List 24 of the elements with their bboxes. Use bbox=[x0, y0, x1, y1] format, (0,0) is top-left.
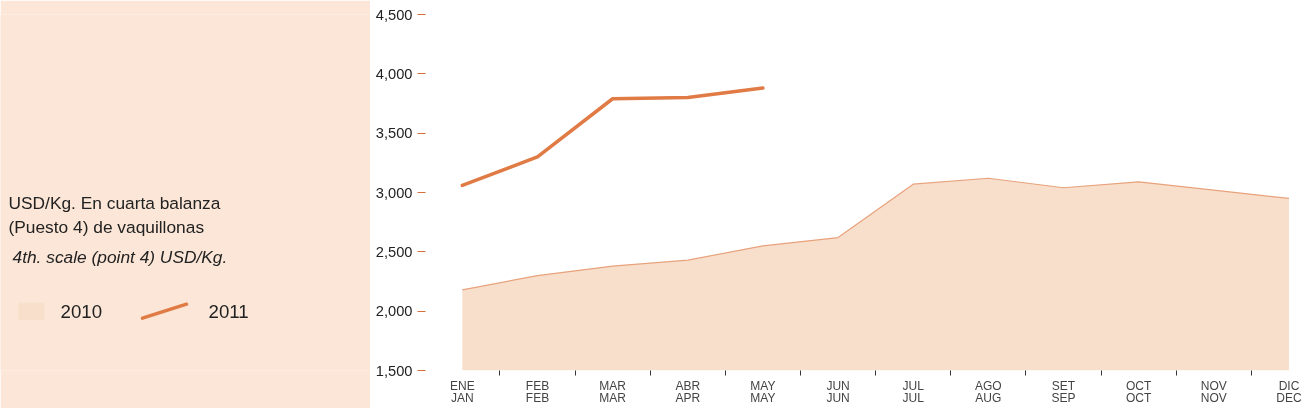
text: USD/Kg. En cuarta balanza (Puesto 4) de vaquillonas bbox=[8, 193, 221, 238]
x-tick-label: MAY MAY bbox=[750, 378, 776, 406]
y-tick-label: 4,500 bbox=[375, 6, 413, 23]
x-tick-label: ABR APR bbox=[675, 378, 701, 406]
legend-label: 2011 bbox=[208, 300, 249, 322]
y-tick-label: 2,000 bbox=[375, 303, 413, 320]
y-tick-label: 2,500 bbox=[375, 243, 413, 260]
line-series bbox=[460, 86, 765, 188]
legend-label: 2010 bbox=[60, 300, 103, 322]
x-tick-label: SET SEP bbox=[1051, 378, 1076, 406]
x-tick-label: FEB FEB bbox=[525, 378, 550, 406]
x-tick-label: JUN JUN bbox=[826, 378, 850, 406]
x-tick-label: JUL JUL bbox=[902, 378, 925, 406]
x-tick-label: ENE JAN bbox=[449, 378, 475, 406]
text: 4th. scale (point 4) USD/Kg. bbox=[12, 246, 228, 267]
x-tick-label: AGO AUG bbox=[975, 378, 1002, 406]
x-tick-label: NOV NOV bbox=[1200, 378, 1227, 406]
y-tick-label: 4,000 bbox=[375, 65, 413, 82]
x-tick-label: DIC DEC bbox=[1276, 378, 1302, 406]
y-tick-label: 1,500 bbox=[375, 362, 413, 379]
y-tick-label: 3,500 bbox=[375, 125, 413, 142]
x-tick-label: MAR MAR bbox=[599, 378, 627, 406]
y-tick-label: 3,000 bbox=[375, 184, 413, 201]
x-tick-label: OCT OCT bbox=[1126, 378, 1152, 406]
